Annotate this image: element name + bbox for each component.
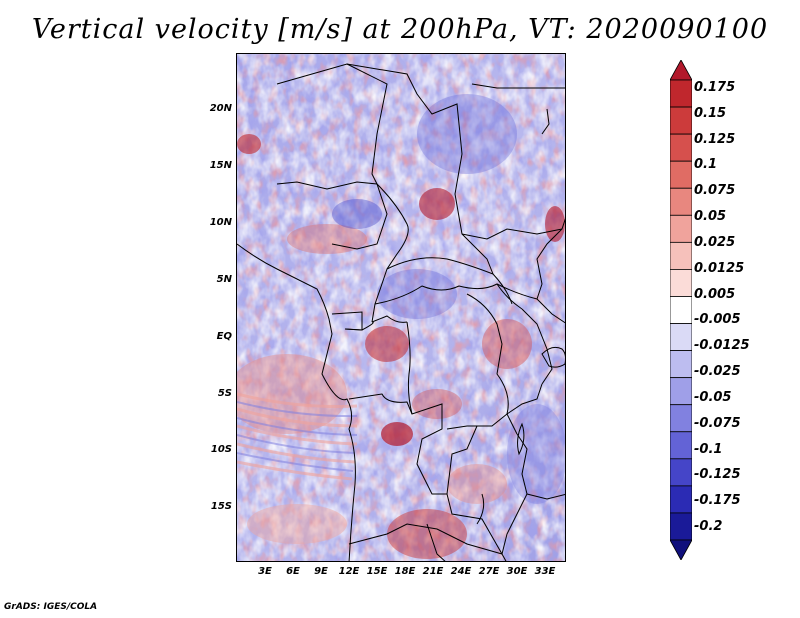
colorbar-bin	[670, 350, 692, 379]
lat-label: 10N	[209, 217, 232, 228]
colorbar-label: 0.025	[694, 235, 736, 250]
colorbar-bin	[670, 485, 692, 514]
colorbar-bin	[670, 79, 692, 108]
colorbar-bin	[670, 214, 692, 243]
lon-label: 6E	[286, 566, 300, 577]
lon-label: 33E	[534, 566, 556, 577]
colorbar-label: 0.175	[694, 80, 736, 95]
colorbar-label: 0.1	[694, 157, 718, 172]
lat-label: EQ	[216, 331, 232, 342]
velocity-field	[237, 54, 565, 561]
lat-label: 15S	[210, 501, 232, 512]
colorbar-bin	[670, 458, 692, 487]
colorbar-label: -0.2	[694, 519, 723, 534]
colorbar-label: -0.125	[694, 467, 741, 482]
credit-text: GrADS: IGES/COLA	[4, 602, 98, 612]
colorbar-bin	[670, 269, 692, 297]
colorbar-label: 0.125	[694, 132, 736, 147]
colorbar-label: 0.005	[694, 287, 736, 302]
colorbar-label: -0.1	[694, 442, 723, 457]
colorbar-bin	[670, 404, 692, 433]
colorbar-bin	[670, 241, 692, 270]
colorbar-bin	[670, 106, 692, 135]
lat-label: 15N	[209, 160, 232, 171]
lon-label: 9E	[314, 566, 328, 577]
lat-label: 5N	[216, 274, 232, 285]
lon-label: 15E	[366, 566, 388, 577]
lon-label: 3E	[258, 566, 272, 577]
colorbar-bin	[670, 512, 692, 541]
colorbar-label: 0.05	[694, 209, 727, 224]
lon-label: 18E	[394, 566, 416, 577]
map-panel	[236, 53, 566, 562]
colorbar-label: -0.025	[694, 364, 741, 379]
lon-label: 12E	[338, 566, 360, 577]
lat-label: 10S	[210, 444, 232, 455]
colorbar-label: -0.175	[694, 493, 741, 508]
colorbar-label: -0.075	[694, 416, 741, 431]
colorbar-bin	[670, 296, 692, 324]
colorbar-bin	[670, 133, 692, 162]
colorbar	[670, 60, 692, 560]
colorbar-bin	[670, 60, 692, 81]
lat-label: 5S	[217, 388, 232, 399]
colorbar-label: -0.0125	[694, 338, 750, 353]
lon-label: 24E	[450, 566, 472, 577]
colorbar-label: 0.15	[694, 106, 727, 121]
colorbar-label: 0.075	[694, 183, 736, 198]
colorbar-bin	[670, 323, 692, 351]
lat-label: 20N	[209, 103, 232, 114]
lon-label: 21E	[422, 566, 444, 577]
lon-label: 30E	[506, 566, 528, 577]
map-title: Vertical velocity [m/s] at 200hPa, VT: 2…	[31, 14, 769, 45]
colorbar-bin	[670, 377, 692, 406]
lon-label: 27E	[478, 566, 500, 577]
colorbar-bin	[670, 431, 692, 460]
colorbar-label: -0.005	[694, 312, 741, 327]
colorbar-bin	[670, 160, 692, 189]
colorbar-bin	[670, 539, 692, 560]
colorbar-label: 0.0125	[694, 261, 745, 276]
colorbar-label: -0.05	[694, 390, 732, 405]
colorbar-bin	[670, 187, 692, 216]
